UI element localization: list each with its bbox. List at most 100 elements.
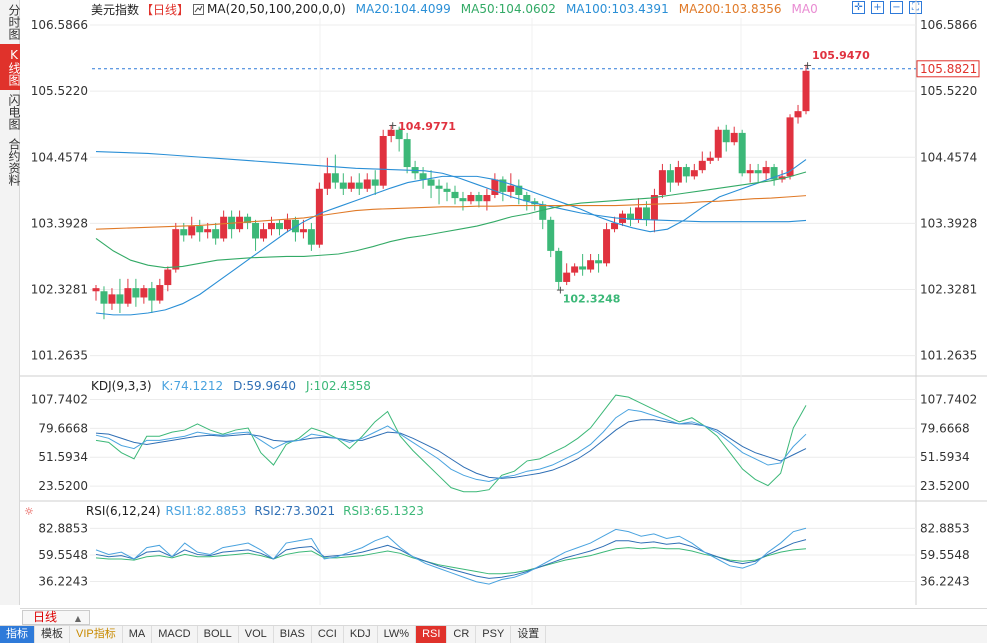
rsi-legend: ☼ RSI(6,12,24) RSI1:82.8853 RSI2:73.3021…	[24, 503, 434, 519]
tab-vol[interactable]: VOL	[239, 626, 274, 643]
high-1-label: 104.9771	[398, 120, 456, 133]
tab-psy[interactable]: PSY	[476, 626, 512, 643]
candle-body	[204, 229, 212, 233]
tab-boll[interactable]: BOLL	[198, 626, 239, 643]
kdj-axis-label-right: 51.5934	[920, 450, 970, 464]
kdj-axis-label-right: 23.5200	[920, 479, 970, 493]
candle-body	[642, 207, 650, 220]
candle-body	[507, 185, 515, 192]
price-axis-label-right: 105.5220	[920, 84, 977, 98]
kdj-legend: KDJ(9,3,3) K:74.1212 D:59.9640 J:102.435…	[91, 378, 381, 394]
candle-body	[275, 222, 283, 230]
price-axis-label: 101.2635	[31, 349, 88, 363]
candle-body	[92, 288, 100, 292]
candle-body	[626, 213, 634, 220]
price-axis-label: 102.3281	[31, 283, 88, 297]
tab-contract-info[interactable]: 合约资料	[7, 138, 21, 186]
price-axis-label: 106.5866	[31, 18, 88, 32]
candle-body	[722, 129, 730, 143]
candle-body	[371, 179, 379, 186]
candle-body	[395, 129, 403, 140]
candle-body	[252, 222, 260, 239]
zoom-in-icon[interactable]: +	[871, 1, 884, 14]
tab-timeshare[interactable]: 分时图	[7, 4, 21, 40]
candle-body	[116, 294, 124, 304]
tab-lw[interactable]: LW%	[378, 626, 417, 643]
candle-body	[283, 219, 291, 230]
candle-body	[682, 167, 690, 177]
candle-body	[563, 272, 571, 282]
candle-body	[363, 179, 371, 189]
tab-rsi[interactable]: RSI	[416, 626, 448, 643]
candle-body	[595, 260, 603, 264]
candle-body	[746, 170, 754, 174]
dropdown-arrow-icon: ▲	[74, 614, 81, 623]
candle-body	[754, 170, 762, 174]
tab-bias[interactable]: BIAS	[274, 626, 312, 643]
tab-templates[interactable]: 模板	[35, 626, 70, 643]
rsi-axis-label-right: 82.8853	[920, 521, 970, 535]
kdj-d-value: D:59.9640	[233, 379, 296, 393]
ma0-value: MA0	[791, 2, 818, 16]
tab-indicators[interactable]: 指标	[0, 626, 35, 643]
period-dropdown[interactable]: 日线 ▲	[22, 610, 90, 625]
candle-body	[291, 219, 299, 233]
rsi3-value: RSI3:65.1323	[343, 504, 424, 518]
candle-body	[172, 229, 180, 270]
candle-body	[132, 288, 140, 298]
candle-body	[738, 132, 746, 174]
candle-body	[435, 185, 443, 189]
price-axis-label-right: 104.4574	[920, 150, 977, 164]
tab-lightning[interactable]: 闪电图	[7, 94, 21, 130]
candle-body	[587, 260, 595, 270]
price-axis-label-right: 102.3281	[920, 283, 977, 297]
candle-body	[451, 191, 459, 199]
price-axis-label-right: 106.5866	[920, 18, 977, 32]
candle-body	[634, 207, 642, 220]
tab-kdj[interactable]: KDJ	[344, 626, 378, 643]
candle-body	[786, 117, 794, 177]
candle-body	[307, 229, 315, 245]
candle-body	[794, 111, 802, 118]
tab-macd[interactable]: MACD	[152, 626, 198, 643]
candle-body	[347, 182, 355, 189]
candle-body	[555, 250, 563, 282]
candle-body	[523, 195, 531, 202]
rsi-settings-icon[interactable]: ☼	[24, 504, 34, 518]
indicator-tab-bar: 指标 模板 VIP指标 MA MACD BOLL VOL BIAS CCI KD…	[0, 625, 987, 643]
candle-body	[571, 266, 579, 273]
rsi-axis-label-right: 59.5548	[920, 548, 970, 562]
rsi-axis-label: 36.2243	[38, 575, 88, 589]
candle-body	[483, 195, 491, 202]
candle-body	[714, 129, 722, 158]
zoom-out-icon[interactable]: −	[890, 1, 903, 14]
candle-body	[164, 269, 172, 286]
ma100-value: MA100:103.4391	[565, 2, 669, 16]
kdj-axis-label-right: 79.6668	[920, 421, 970, 435]
candle-body	[427, 179, 435, 186]
candle-body	[730, 132, 738, 143]
crosshair-icon[interactable]: ✛	[852, 1, 865, 14]
candle-body	[770, 167, 778, 180]
chart-canvas[interactable]: +104.9771+102.3248+105.9470 106.5866 106.…	[0, 0, 987, 608]
tab-cci[interactable]: CCI	[312, 626, 344, 643]
rsi-axis-label: 59.5548	[38, 548, 88, 562]
candle-body	[244, 216, 252, 223]
rsi-label: RSI(6,12,24)	[85, 504, 161, 518]
tab-vip-indicators[interactable]: VIP指标	[70, 626, 123, 643]
candle-body	[268, 222, 276, 230]
kdj-axis-label-right: 107.7402	[920, 392, 977, 406]
candle-body	[196, 226, 204, 233]
tab-settings[interactable]: 设置	[511, 626, 547, 643]
candle-body	[475, 195, 483, 202]
candle-body	[387, 129, 395, 136]
tab-ma[interactable]: MA	[123, 626, 153, 643]
candle-body	[666, 170, 674, 183]
candle-body	[467, 195, 475, 202]
price-axis-label: 105.5220	[31, 84, 88, 98]
ma-label: MA(20,50,100,200,0,0)	[207, 2, 346, 16]
current-price-label: 105.8821	[920, 62, 977, 76]
tab-kline[interactable]: K线图	[0, 44, 21, 90]
tab-cr[interactable]: CR	[447, 626, 477, 643]
indicator-settings-icon[interactable]	[193, 3, 205, 15]
